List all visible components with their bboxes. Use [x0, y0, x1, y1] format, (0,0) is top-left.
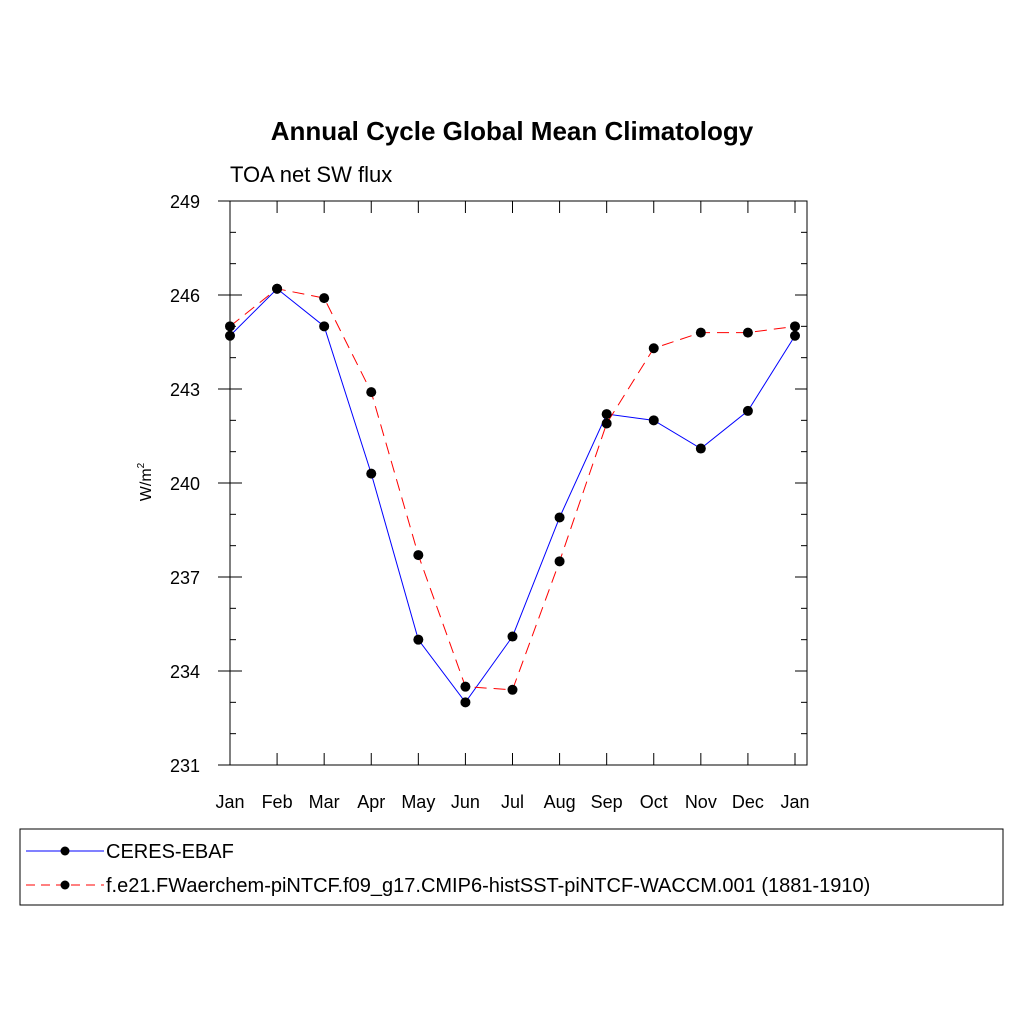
y-axis-label-superscript: 2 [136, 462, 147, 468]
x-tick-label: Apr [357, 792, 385, 812]
legend-box [19, 828, 1004, 906]
data-point-0-12 [790, 330, 800, 341]
y-axis-label: W/m2 [136, 462, 155, 501]
legend: CERES-EBAF f.e21.FWaerchem-piNTCF.f09_g1… [19, 828, 1004, 906]
data-point-0-0 [225, 330, 235, 341]
plot-border [229, 200, 808, 766]
data-point-0-10 [695, 443, 706, 454]
x-tick-label: Mar [309, 792, 340, 812]
data-point-1-3 [366, 387, 377, 398]
x-tick-label: Jun [451, 792, 480, 812]
svg-text:W/m2: W/m2 [136, 462, 155, 501]
data-point-1-12 [790, 321, 800, 332]
x-tick-label: Dec [732, 792, 764, 812]
y-axis-label-text: W/m [138, 468, 155, 501]
data-point-0-6 [507, 631, 518, 642]
x-tick-label: Jan [780, 792, 809, 812]
x-tick-label: Oct [640, 792, 668, 812]
data-point-1-7 [554, 556, 565, 567]
data-point-0-11 [742, 405, 753, 416]
y-tick-label: 231 [170, 756, 200, 776]
chart-subtitle: TOA net SW flux [230, 162, 392, 187]
series-layer [225, 283, 800, 708]
x-tick-label: Sep [591, 792, 623, 812]
y-tick-label: 240 [170, 474, 200, 494]
series-line-1 [229, 288, 796, 691]
legend-marker-ceres [60, 846, 70, 856]
data-point-1-8 [601, 418, 612, 429]
x-tick-label: Jul [501, 792, 524, 812]
data-point-1-5 [460, 681, 471, 692]
y-tick-label: 243 [170, 380, 200, 400]
chart-title: Annual Cycle Global Mean Climatology [271, 116, 754, 146]
data-point-1-1 [272, 283, 283, 294]
data-point-1-2 [319, 293, 330, 304]
x-tick-label: Feb [262, 792, 293, 812]
y-tick-label: 237 [170, 568, 200, 588]
x-tick-label: May [401, 792, 435, 812]
y-tick-label: 234 [170, 662, 200, 682]
data-point-1-10 [695, 327, 706, 338]
x-tick-label: Nov [685, 792, 717, 812]
data-point-0-3 [366, 468, 377, 479]
data-point-0-7 [554, 512, 565, 523]
plot-frame [229, 200, 808, 766]
data-point-0-4 [413, 634, 424, 645]
x-axis: Jan Feb Mar Apr May Jun Jul Aug Sep Oct Nov Dec Jan [215, 201, 810, 812]
y-tick-label: 246 [170, 286, 200, 306]
data-point-1-0 [225, 321, 235, 332]
data-point-0-8 [601, 409, 612, 420]
y-axis: 231 234 237 240 243 246 249 [170, 192, 807, 776]
data-point-0-9 [648, 415, 659, 426]
data-point-1-11 [742, 327, 753, 338]
legend-label-model: f.e21.FWaerchem-piNTCF.f09_g17.CMIP6-his… [106, 875, 870, 897]
data-point-0-5 [460, 697, 471, 708]
data-point-1-4 [413, 550, 424, 561]
x-tick-label: Jan [215, 792, 244, 812]
data-point-0-2 [319, 321, 330, 332]
y-tick-label: 249 [170, 192, 200, 212]
x-tick-label: Aug [544, 792, 576, 812]
legend-marker-model [60, 880, 70, 890]
legend-label-ceres: CERES-EBAF [106, 841, 234, 863]
data-point-1-6 [507, 684, 518, 695]
data-point-1-9 [648, 343, 659, 354]
